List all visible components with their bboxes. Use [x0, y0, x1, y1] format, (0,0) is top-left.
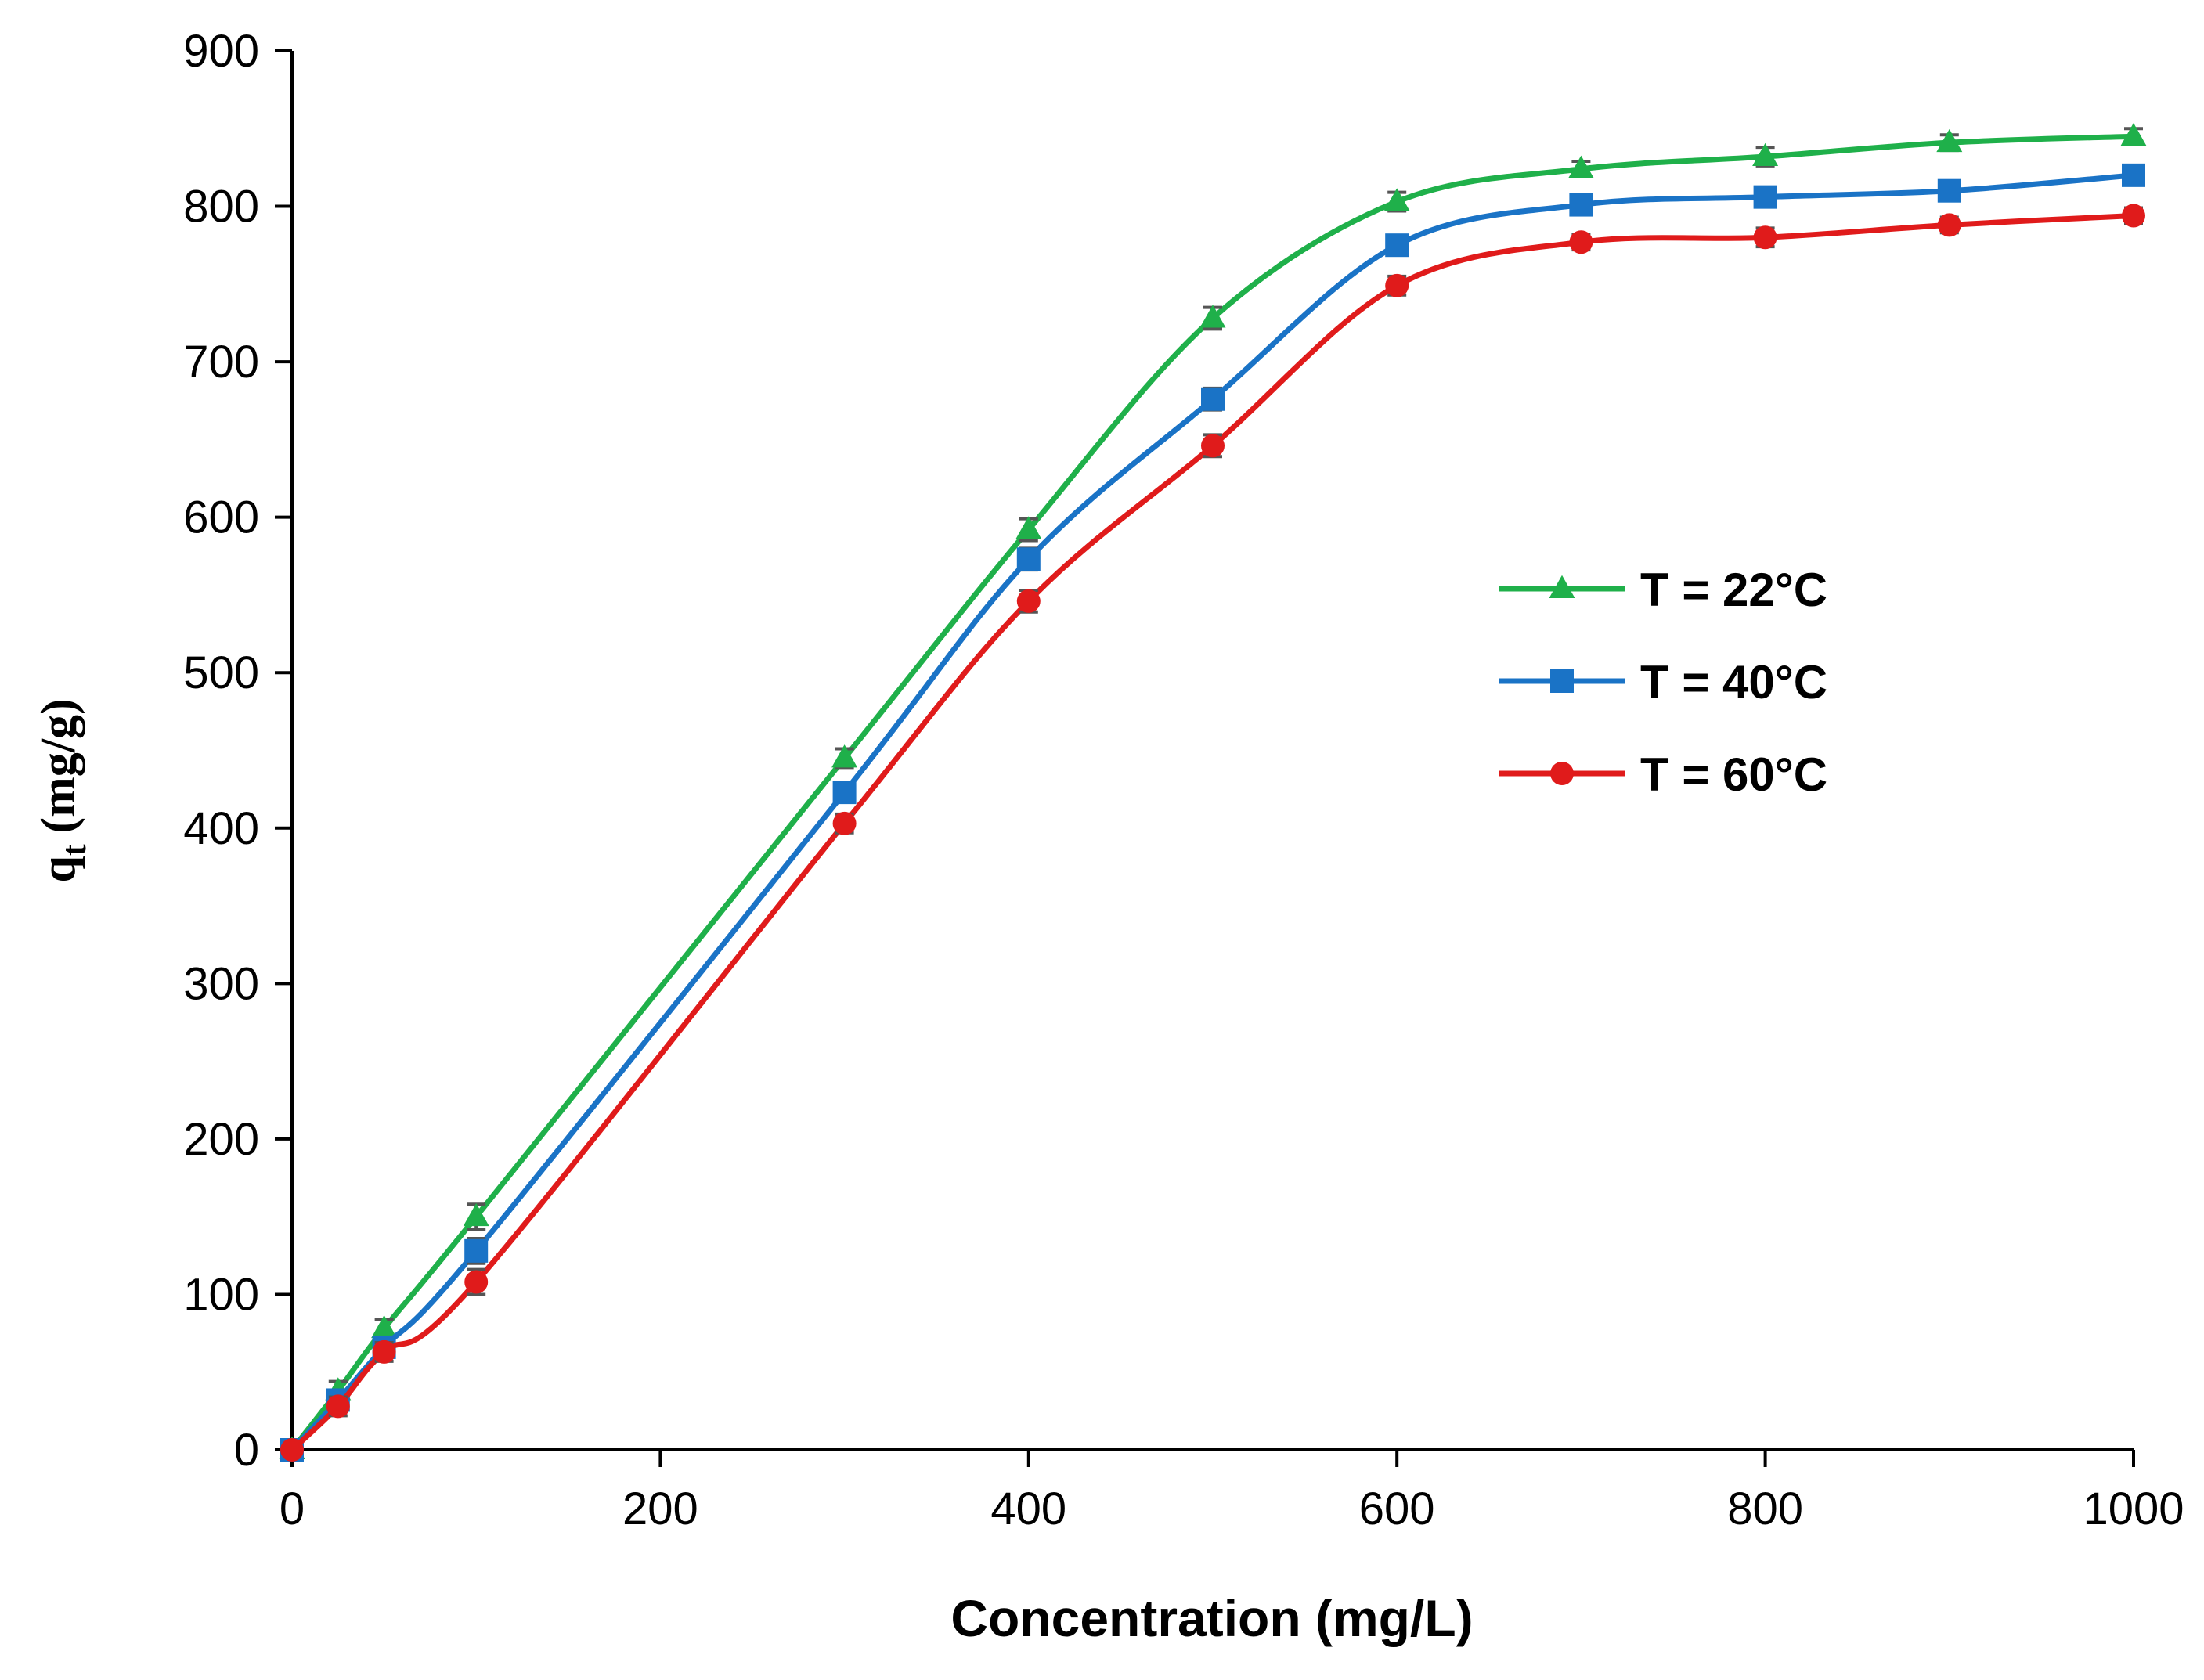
series-2	[280, 204, 2145, 1462]
data-point	[1937, 178, 1961, 203]
data-point	[1567, 155, 1594, 178]
data-point	[1753, 185, 1777, 209]
data-point	[1201, 387, 1225, 411]
data-point	[1385, 233, 1409, 258]
y-tick-label: 400	[183, 803, 259, 854]
legend-item-1: T = 40°C	[1499, 656, 1827, 708]
x-axis-label: Concentration (mg/L)	[950, 1589, 1473, 1647]
data-point	[1016, 589, 1041, 613]
data-point	[1383, 188, 1410, 211]
legend-marker	[1550, 762, 1574, 785]
data-point	[831, 744, 858, 768]
data-point	[1753, 225, 1777, 250]
legend-label: T = 22°C	[1640, 564, 1827, 616]
y-tick-label: 600	[183, 492, 259, 543]
data-point	[1937, 213, 1961, 237]
series-1	[280, 163, 2145, 1462]
y-tick-label: 700	[183, 337, 259, 388]
x-tick-label: 0	[280, 1484, 305, 1534]
legend-item-2: T = 60°C	[1499, 748, 1827, 801]
data-point	[326, 1394, 350, 1419]
data-point	[1752, 142, 1779, 167]
y-tick-label: 900	[183, 26, 259, 77]
y-tick-label: 500	[183, 647, 259, 698]
y-tick-label: 0	[234, 1425, 259, 1476]
data-point	[1385, 273, 1409, 297]
legend-label: T = 60°C	[1640, 748, 1827, 801]
data-point	[2122, 204, 2145, 228]
data-point	[463, 1202, 489, 1227]
y-axis-label-unit: (mg/g)	[32, 698, 85, 833]
y-tick-label: 100	[183, 1269, 259, 1320]
y-tick-label: 200	[183, 1114, 259, 1165]
legend: T = 22°C T = 40°C T = 60°C	[1499, 564, 1827, 801]
y-axis-label-main: q	[32, 856, 85, 882]
data-point	[464, 1270, 489, 1294]
x-tick-label: 400	[990, 1484, 1066, 1534]
legend-label: T = 40°C	[1640, 656, 1827, 708]
series-line	[290, 133, 2134, 1452]
data-point	[832, 811, 857, 835]
series-line	[290, 172, 2134, 1452]
x-tick-label: 600	[1359, 1484, 1435, 1534]
data-point	[1199, 305, 1226, 328]
y-axis-label-sub: t	[55, 844, 93, 856]
data-point	[464, 1238, 489, 1263]
y-axis-label: qt (mg/g)	[32, 698, 93, 882]
data-point	[832, 781, 857, 805]
data-point	[372, 1339, 396, 1364]
y-tick-label: 300	[183, 958, 259, 1009]
data-point	[1569, 193, 1593, 217]
axes: 0 100 200 300 400 500 600 700 800 900 0 200 400 600 80…	[183, 26, 2184, 1534]
data-point	[1569, 230, 1593, 254]
data-point	[2120, 122, 2147, 146]
x-tick-label: 200	[622, 1484, 698, 1534]
legend-marker	[1550, 669, 1574, 693]
series-layer	[279, 122, 2147, 1462]
data-point	[1936, 128, 1963, 153]
data-point	[2122, 163, 2145, 187]
data-point	[1015, 516, 1042, 539]
series-0	[279, 122, 2147, 1459]
x-tick-label: 800	[1727, 1484, 1803, 1534]
legend-marker	[1549, 575, 1575, 598]
y-tick-label: 800	[183, 182, 259, 233]
data-point	[1201, 434, 1225, 458]
data-point	[371, 1314, 398, 1339]
x-tick-label: 1000	[2083, 1484, 2184, 1534]
data-point	[1016, 547, 1041, 571]
legend-item-0: T = 22°C	[1499, 564, 1827, 616]
data-point	[280, 1438, 304, 1462]
